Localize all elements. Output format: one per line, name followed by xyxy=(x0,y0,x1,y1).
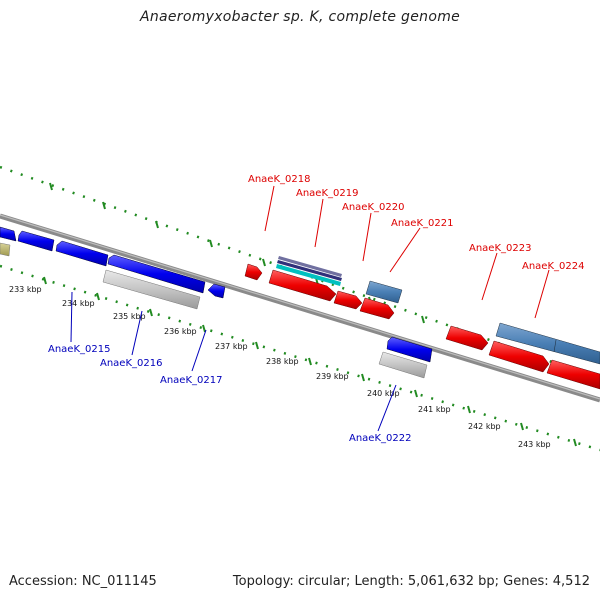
gene-blue xyxy=(55,240,109,267)
inner-major-ticks xyxy=(43,276,577,447)
kbp-label: 237 kbp xyxy=(215,342,248,351)
kbp-label: 238 kbp xyxy=(266,357,299,366)
genome-backbone xyxy=(0,213,600,403)
kbp-label: 242 kbp xyxy=(468,422,501,431)
gene-label-forward: AnaeK_0221 xyxy=(391,218,453,229)
kbp-label: 236 kbp xyxy=(164,327,197,336)
gene-red xyxy=(333,290,363,310)
gene-red xyxy=(546,359,600,390)
gene-label-forward: AnaeK_0218 xyxy=(248,174,310,185)
gene-red xyxy=(359,297,395,320)
gene-label-reverse: AnaeK_0216 xyxy=(100,358,162,369)
gene-gray xyxy=(102,269,201,310)
kbp-label: 243 kbp xyxy=(518,440,551,449)
kbp-labels: 233 kbp 234 kbp 235 kbp 236 kbp 237 kbp … xyxy=(9,285,551,449)
reverse-gene-labels: AnaeK_0215 AnaeK_0216 AnaeK_0217 AnaeK_0… xyxy=(48,344,411,444)
gene-steel xyxy=(495,322,600,365)
reverse-strand-genes xyxy=(0,226,433,379)
forward-gene-labels: AnaeK_0218 AnaeK_0219 AnaeK_0220 AnaeK_0… xyxy=(248,174,584,272)
gene-label-forward: AnaeK_0223 xyxy=(469,243,531,254)
gene-label-forward: AnaeK_0220 xyxy=(342,202,404,213)
kbp-label: 240 kbp xyxy=(367,389,400,398)
forward-leader-lines xyxy=(264,185,550,319)
gene-gray xyxy=(378,351,428,379)
gene-blue xyxy=(107,254,206,294)
gene-blue xyxy=(207,283,226,299)
reverse-leader-lines xyxy=(70,291,397,432)
gene-olive xyxy=(0,242,11,257)
gene-stripe-2 xyxy=(277,260,342,281)
kbp-label: 239 kbp xyxy=(316,372,349,381)
gene-red xyxy=(244,263,263,281)
gene-stripe-3 xyxy=(276,264,341,286)
kbp-label: 241 kbp xyxy=(418,405,451,414)
gene-blue xyxy=(0,226,17,242)
gene-red xyxy=(488,340,550,373)
gene-steel xyxy=(365,280,403,304)
gene-blue xyxy=(17,230,55,252)
gene-red xyxy=(445,325,489,351)
gene-label-reverse: AnaeK_0222 xyxy=(349,433,411,444)
accession-text: Accession: NC_011145 xyxy=(9,574,157,589)
gene-label-reverse: AnaeK_0217 xyxy=(160,375,222,386)
gene-label-forward: AnaeK_0224 xyxy=(522,261,584,272)
map-title: Anaeromyxobacter sp. K, complete genome xyxy=(139,9,461,25)
kbp-label: 235 kbp xyxy=(113,312,146,321)
gene-blue xyxy=(386,336,433,363)
gene-red xyxy=(268,269,337,302)
forward-strand-genes xyxy=(244,256,600,390)
gene-stripe-1 xyxy=(278,256,342,277)
gene-label-reverse: AnaeK_0215 xyxy=(48,344,110,355)
kbp-label: 233 kbp xyxy=(9,285,42,294)
genome-summary: Topology: circular; Length: 5,061,632 bp… xyxy=(232,574,590,589)
kbp-label: 234 kbp xyxy=(62,299,95,308)
gene-label-forward: AnaeK_0219 xyxy=(296,188,358,199)
